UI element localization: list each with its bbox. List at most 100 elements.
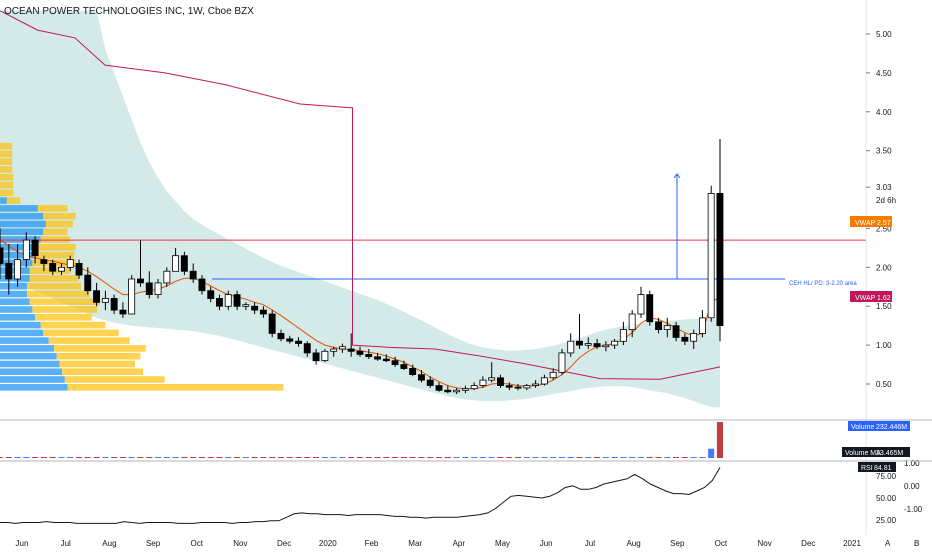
candle[interactable] <box>391 356 399 367</box>
candle[interactable] <box>242 302 250 311</box>
candle[interactable] <box>479 376 487 388</box>
candle[interactable] <box>400 360 408 370</box>
candle[interactable] <box>31 236 39 264</box>
candle[interactable] <box>567 333 575 357</box>
price-pane[interactable] <box>0 10 866 408</box>
candle[interactable] <box>716 139 724 342</box>
corner-button-b[interactable]: B <box>914 539 919 548</box>
candle[interactable] <box>558 349 566 375</box>
candle[interactable] <box>312 349 320 365</box>
candle[interactable] <box>593 338 601 349</box>
candle[interactable] <box>619 321 627 346</box>
candle[interactable] <box>611 338 619 349</box>
candle[interactable] <box>180 251 188 276</box>
candle-body <box>593 343 601 348</box>
candle[interactable] <box>58 263 65 276</box>
candle[interactable] <box>444 385 452 394</box>
candle[interactable] <box>268 310 276 338</box>
candle[interactable] <box>602 341 610 352</box>
corner-button-a[interactable]: A <box>885 539 891 548</box>
candle[interactable] <box>145 271 153 299</box>
candle[interactable] <box>488 362 496 383</box>
candle[interactable] <box>22 232 30 268</box>
candle[interactable] <box>215 294 223 311</box>
candle[interactable] <box>540 374 548 386</box>
candle[interactable] <box>672 321 680 342</box>
candle[interactable] <box>207 286 215 303</box>
candle[interactable] <box>382 354 390 363</box>
candle[interactable] <box>136 240 144 287</box>
volume-pane[interactable] <box>0 422 723 458</box>
candle[interactable] <box>233 290 241 311</box>
candle[interactable] <box>505 382 513 391</box>
candle[interactable] <box>251 302 259 314</box>
candle[interactable] <box>663 317 671 338</box>
candle[interactable] <box>655 317 662 334</box>
rsi-axis[interactable]: 75.00 50.00 25.00 1.00 0.00 -1.00 <box>876 459 923 525</box>
candle[interactable] <box>277 329 285 342</box>
candle[interactable] <box>286 335 294 344</box>
candle-body <box>409 367 417 375</box>
candle[interactable] <box>532 380 539 388</box>
candle[interactable] <box>49 259 57 276</box>
candle[interactable] <box>110 294 118 314</box>
candle[interactable] <box>338 343 346 353</box>
candle-body <box>145 282 153 295</box>
candle[interactable] <box>426 376 434 388</box>
candle[interactable] <box>172 247 179 272</box>
candle[interactable] <box>470 382 478 391</box>
candle[interactable] <box>40 255 48 272</box>
candle[interactable] <box>523 384 531 391</box>
candle[interactable] <box>0 228 4 279</box>
candle[interactable] <box>681 333 689 346</box>
candle[interactable] <box>189 263 197 283</box>
candle[interactable] <box>128 275 136 315</box>
candle[interactable] <box>101 290 109 311</box>
rsi-pane[interactable] <box>0 467 721 524</box>
candle[interactable] <box>699 310 706 338</box>
price-axis[interactable]: 5.00 4.50 4.00 3.50 3.03 2.50 2.00 1.50 1.00 0.50 <box>866 30 892 389</box>
candle[interactable] <box>690 329 698 349</box>
candle[interactable] <box>356 346 364 357</box>
candle[interactable] <box>93 282 100 307</box>
time-axis[interactable]: Jun Jul Aug Sep Oct Nov Dec 2020 Feb Mar Apr May Jun… <box>16 539 862 548</box>
candle[interactable] <box>259 306 267 318</box>
candle[interactable] <box>584 337 592 349</box>
candle[interactable] <box>295 337 302 347</box>
candle[interactable] <box>576 314 583 349</box>
candle-body <box>66 259 74 268</box>
candle[interactable] <box>224 290 232 311</box>
candle[interactable] <box>549 368 557 381</box>
candle[interactable] <box>330 346 338 357</box>
candle-body <box>84 274 92 292</box>
candle[interactable] <box>374 352 381 361</box>
candle[interactable] <box>198 275 206 295</box>
candle[interactable] <box>347 333 355 357</box>
candle[interactable] <box>163 267 171 287</box>
candle[interactable] <box>75 259 83 279</box>
price-axis-label: 2.50 <box>876 224 892 233</box>
candle[interactable] <box>119 302 127 318</box>
candle[interactable] <box>707 185 715 322</box>
candle[interactable] <box>365 349 373 360</box>
volume-ma-tag-value: 23.465M <box>876 450 903 457</box>
candles[interactable] <box>0 139 724 395</box>
candle[interactable] <box>453 387 460 395</box>
candle[interactable] <box>628 310 636 338</box>
candle[interactable] <box>66 255 74 272</box>
candle[interactable] <box>646 290 654 326</box>
candle[interactable] <box>321 349 329 363</box>
candle[interactable] <box>14 244 21 287</box>
candle[interactable] <box>5 244 13 295</box>
candle[interactable] <box>409 364 417 377</box>
candle[interactable] <box>154 279 162 299</box>
candle[interactable] <box>84 267 92 295</box>
candle[interactable] <box>637 286 645 318</box>
candle[interactable] <box>417 370 425 383</box>
candle[interactable] <box>514 384 522 391</box>
candle[interactable] <box>435 382 443 392</box>
rsi-line[interactable] <box>0 467 721 524</box>
candle[interactable] <box>496 374 504 388</box>
candle[interactable] <box>461 385 469 394</box>
candle[interactable] <box>303 341 311 357</box>
